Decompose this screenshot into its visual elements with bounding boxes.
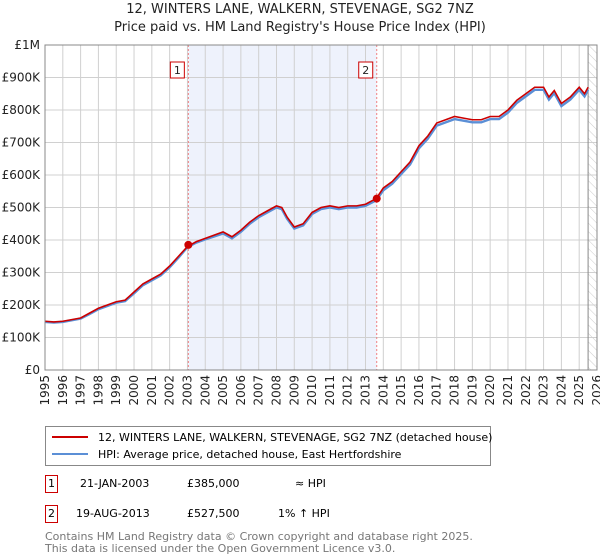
- sale-marker-box: 1: [45, 475, 58, 493]
- x-tick-label: 1996: [56, 375, 70, 406]
- sale-label: 1: [174, 64, 181, 77]
- x-tick-label: 2020: [483, 375, 497, 406]
- x-tick-label: 2022: [519, 375, 533, 406]
- price-chart: 1995 1996 1997 1998 1999 2000 2001 2002 2003 2004…: [2, 38, 600, 406]
- y-tick-label: £600K: [2, 168, 42, 182]
- x-tick-label: 1995: [38, 375, 52, 406]
- sale-price: £527,500: [187, 507, 240, 520]
- sale-label: 2: [362, 64, 369, 77]
- x-tick-label: 2007: [252, 375, 266, 406]
- x-tick-label: 2006: [234, 375, 248, 406]
- footer-line: This data is licensed under the Open Gov…: [45, 542, 396, 555]
- y-tick-label: £800K: [2, 103, 42, 117]
- y-tick-label: £400K: [2, 233, 42, 247]
- legend-swatch-red: [52, 436, 88, 438]
- x-tick-label: 2018: [448, 375, 462, 406]
- x-tick-label: 1998: [91, 375, 105, 406]
- sale-point: [372, 194, 381, 203]
- legend-item-property: 12, WINTERS LANE, WALKERN, STEVENAGE, SG…: [52, 429, 492, 445]
- sale-date: 21-JAN-2003: [80, 477, 150, 490]
- sale-row-1: 1 21-JAN-2003 £385,000 ≈ HPI: [45, 475, 445, 493]
- y-tick-label: £0: [25, 363, 40, 377]
- x-tick-label: 2002: [163, 375, 177, 406]
- x-tick-label: 1999: [109, 375, 123, 406]
- x-tick-label: 2005: [216, 375, 230, 406]
- sale-hpi: 1% ↑ HPI: [278, 507, 330, 520]
- sale-point: [184, 240, 193, 249]
- legend-swatch-blue: [52, 453, 88, 455]
- x-tick-label: 2015: [394, 375, 408, 406]
- y-tick-label: £200K: [2, 298, 42, 312]
- x-tick-label: 2019: [465, 375, 479, 406]
- x-tick-label: 2001: [145, 375, 159, 406]
- x-tick-label: 2013: [359, 375, 373, 406]
- x-tick-label: 2024: [554, 375, 568, 406]
- x-tick-label: 2004: [198, 375, 212, 406]
- sale-marker-box: 2: [45, 505, 58, 523]
- x-tick-label: 2008: [269, 375, 283, 406]
- y-tick-label: £500K: [2, 201, 42, 215]
- series-line: [44, 86, 589, 323]
- legend-label: HPI: Average price, detached house, East…: [98, 447, 402, 461]
- x-tick-label: 2026: [590, 375, 600, 406]
- x-tick-label: 2025: [572, 375, 586, 406]
- sale-hpi: ≈ HPI: [295, 477, 326, 490]
- chart-subtitle: Price paid vs. HM Land Registry's House …: [114, 20, 486, 35]
- sale-price: £385,000: [187, 477, 240, 490]
- chart-title: 12, WINTERS LANE, WALKERN, STEVENAGE, SG…: [126, 2, 474, 17]
- sale-label-box: [169, 61, 185, 79]
- y-tick-label: £1M: [14, 38, 40, 52]
- x-tick-label: 2009: [287, 375, 301, 406]
- x-tick-label: 2023: [537, 375, 551, 406]
- legend-item-hpi: HPI: Average price, detached house, East…: [52, 446, 401, 462]
- y-tick-label: £900K: [2, 71, 42, 85]
- series-line: [44, 88, 590, 324]
- x-tick-label: 2003: [180, 375, 194, 406]
- legend: 12, WINTERS LANE, WALKERN, STEVENAGE, SG…: [45, 426, 492, 466]
- y-tick-label: £700K: [2, 136, 42, 150]
- footer: Contains HM Land Registry data © Crown c…: [45, 531, 473, 555]
- x-tick-label: 2021: [501, 375, 515, 406]
- footer-line: Contains HM Land Registry data © Crown c…: [45, 530, 473, 543]
- sale-date: 19-AUG-2013: [76, 507, 150, 520]
- x-tick-label: 2011: [323, 375, 337, 406]
- sale-row-2: 2 19-AUG-2013 £527,500 1% ↑ HPI: [45, 505, 445, 523]
- x-tick-label: 2014: [376, 375, 390, 406]
- x-tick-label: 2010: [305, 375, 319, 406]
- x-tick-label: 2012: [341, 375, 355, 406]
- x-tick-label: 2017: [430, 375, 444, 406]
- x-tick-label: 1997: [74, 375, 88, 406]
- legend-label: 12, WINTERS LANE, WALKERN, STEVENAGE, SG…: [98, 430, 493, 444]
- sale-label-box: [358, 61, 374, 79]
- plot-frame: [44, 44, 598, 371]
- x-tick-label: 2016: [412, 375, 426, 406]
- y-tick-label: £100K: [2, 331, 42, 345]
- x-tick-label: 2000: [127, 375, 141, 406]
- y-tick-label: £300K: [2, 266, 42, 280]
